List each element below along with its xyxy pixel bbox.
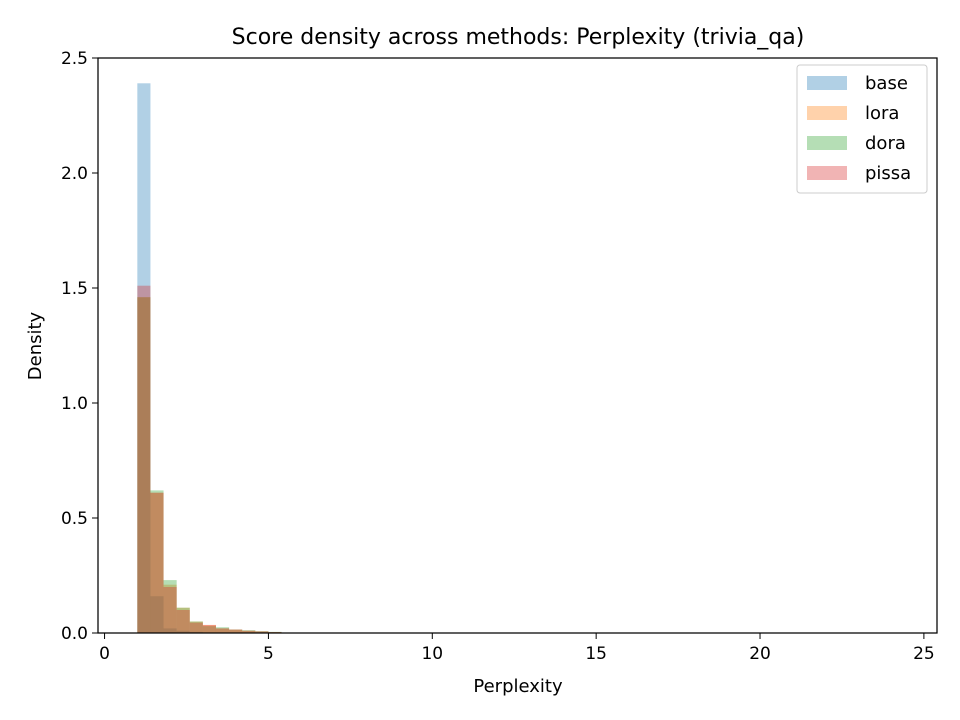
- y-tick-label: 0.5: [61, 509, 88, 529]
- bar-pissa-9: [255, 631, 269, 633]
- legend-box: [796, 64, 928, 194]
- bar-lora-7: [229, 629, 243, 633]
- bar-lora-1: [150, 492, 164, 633]
- series-dora: [137, 297, 308, 633]
- y-tick-label: 2.5: [61, 49, 88, 69]
- bar-dora-3: [176, 607, 190, 633]
- x-tick-label: 15: [585, 644, 607, 664]
- legend-label-base: base: [865, 73, 908, 94]
- bar-pissa-0: [137, 285, 151, 633]
- series-base: [137, 83, 203, 634]
- bar-pissa-2: [163, 587, 177, 633]
- y-axis-label: Density: [25, 311, 46, 380]
- bar-dora-4: [189, 621, 203, 633]
- bar-pissa-8: [242, 630, 256, 633]
- bar-base-3: [176, 630, 190, 633]
- legend-swatch-pissa: [807, 166, 847, 180]
- chart-title: Score density across methods: Perplexity…: [232, 25, 805, 50]
- bar-base-2: [163, 628, 177, 633]
- bar-lora-9: [255, 631, 269, 633]
- series-pissa: [137, 285, 308, 633]
- bar-lora-6: [215, 628, 230, 633]
- y-tick-label: 1.0: [61, 394, 88, 414]
- bar-dora-1: [150, 490, 164, 633]
- bar-dora-6: [215, 627, 230, 633]
- bar-dora-9: [255, 631, 269, 633]
- bar-dora-2: [163, 580, 177, 633]
- bar-pissa-6: [215, 628, 230, 633]
- x-tick-label: 10: [421, 644, 443, 664]
- x-tick-label: 5: [263, 644, 274, 664]
- y-tick-label: 1.5: [61, 279, 88, 299]
- y-tick-label: 0.0: [61, 624, 88, 644]
- bar-pissa-4: [189, 622, 203, 633]
- bar-pissa-5: [202, 624, 216, 633]
- legend: base lora dora pissa: [796, 64, 928, 194]
- bars-layer: [137, 83, 308, 634]
- legend-label-lora: lora: [865, 103, 899, 124]
- bar-dora-5: [202, 626, 216, 633]
- bar-base-0: [137, 83, 151, 634]
- x-tick-label: 0: [99, 644, 110, 664]
- bar-lora-5: [202, 624, 216, 633]
- bar-lora-2: [163, 584, 177, 633]
- bar-pissa-3: [176, 610, 190, 633]
- bar-lora-4: [189, 621, 203, 633]
- bar-lora-8: [242, 630, 256, 633]
- bar-pissa-1: [150, 492, 164, 633]
- bar-dora-8: [242, 630, 256, 633]
- series-lora: [137, 297, 308, 633]
- legend-swatch-base: [807, 76, 847, 90]
- bar-dora-7: [229, 629, 243, 633]
- legend-swatch-dora: [807, 136, 847, 150]
- legend-label-dora: dora: [865, 133, 906, 154]
- bar-pissa-7: [229, 629, 243, 633]
- plot-frame: [97, 57, 938, 634]
- bar-base-1: [150, 596, 164, 633]
- bar-lora-0: [137, 297, 151, 633]
- bar-lora-3: [176, 607, 190, 633]
- x-tick-label: 25: [913, 644, 935, 664]
- x-tick-label: 20: [749, 644, 771, 664]
- x-axis: 0 5 10 15 20 25: [99, 633, 935, 664]
- x-axis-label: Perplexity: [473, 676, 563, 697]
- y-tick-label: 2.0: [61, 164, 88, 184]
- legend-swatch-lora: [807, 106, 847, 120]
- y-axis: 0.0 0.5 1.0 1.5 2.0 2.5: [61, 49, 98, 644]
- bar-dora-0: [137, 297, 151, 633]
- legend-label-pissa: pissa: [865, 163, 911, 184]
